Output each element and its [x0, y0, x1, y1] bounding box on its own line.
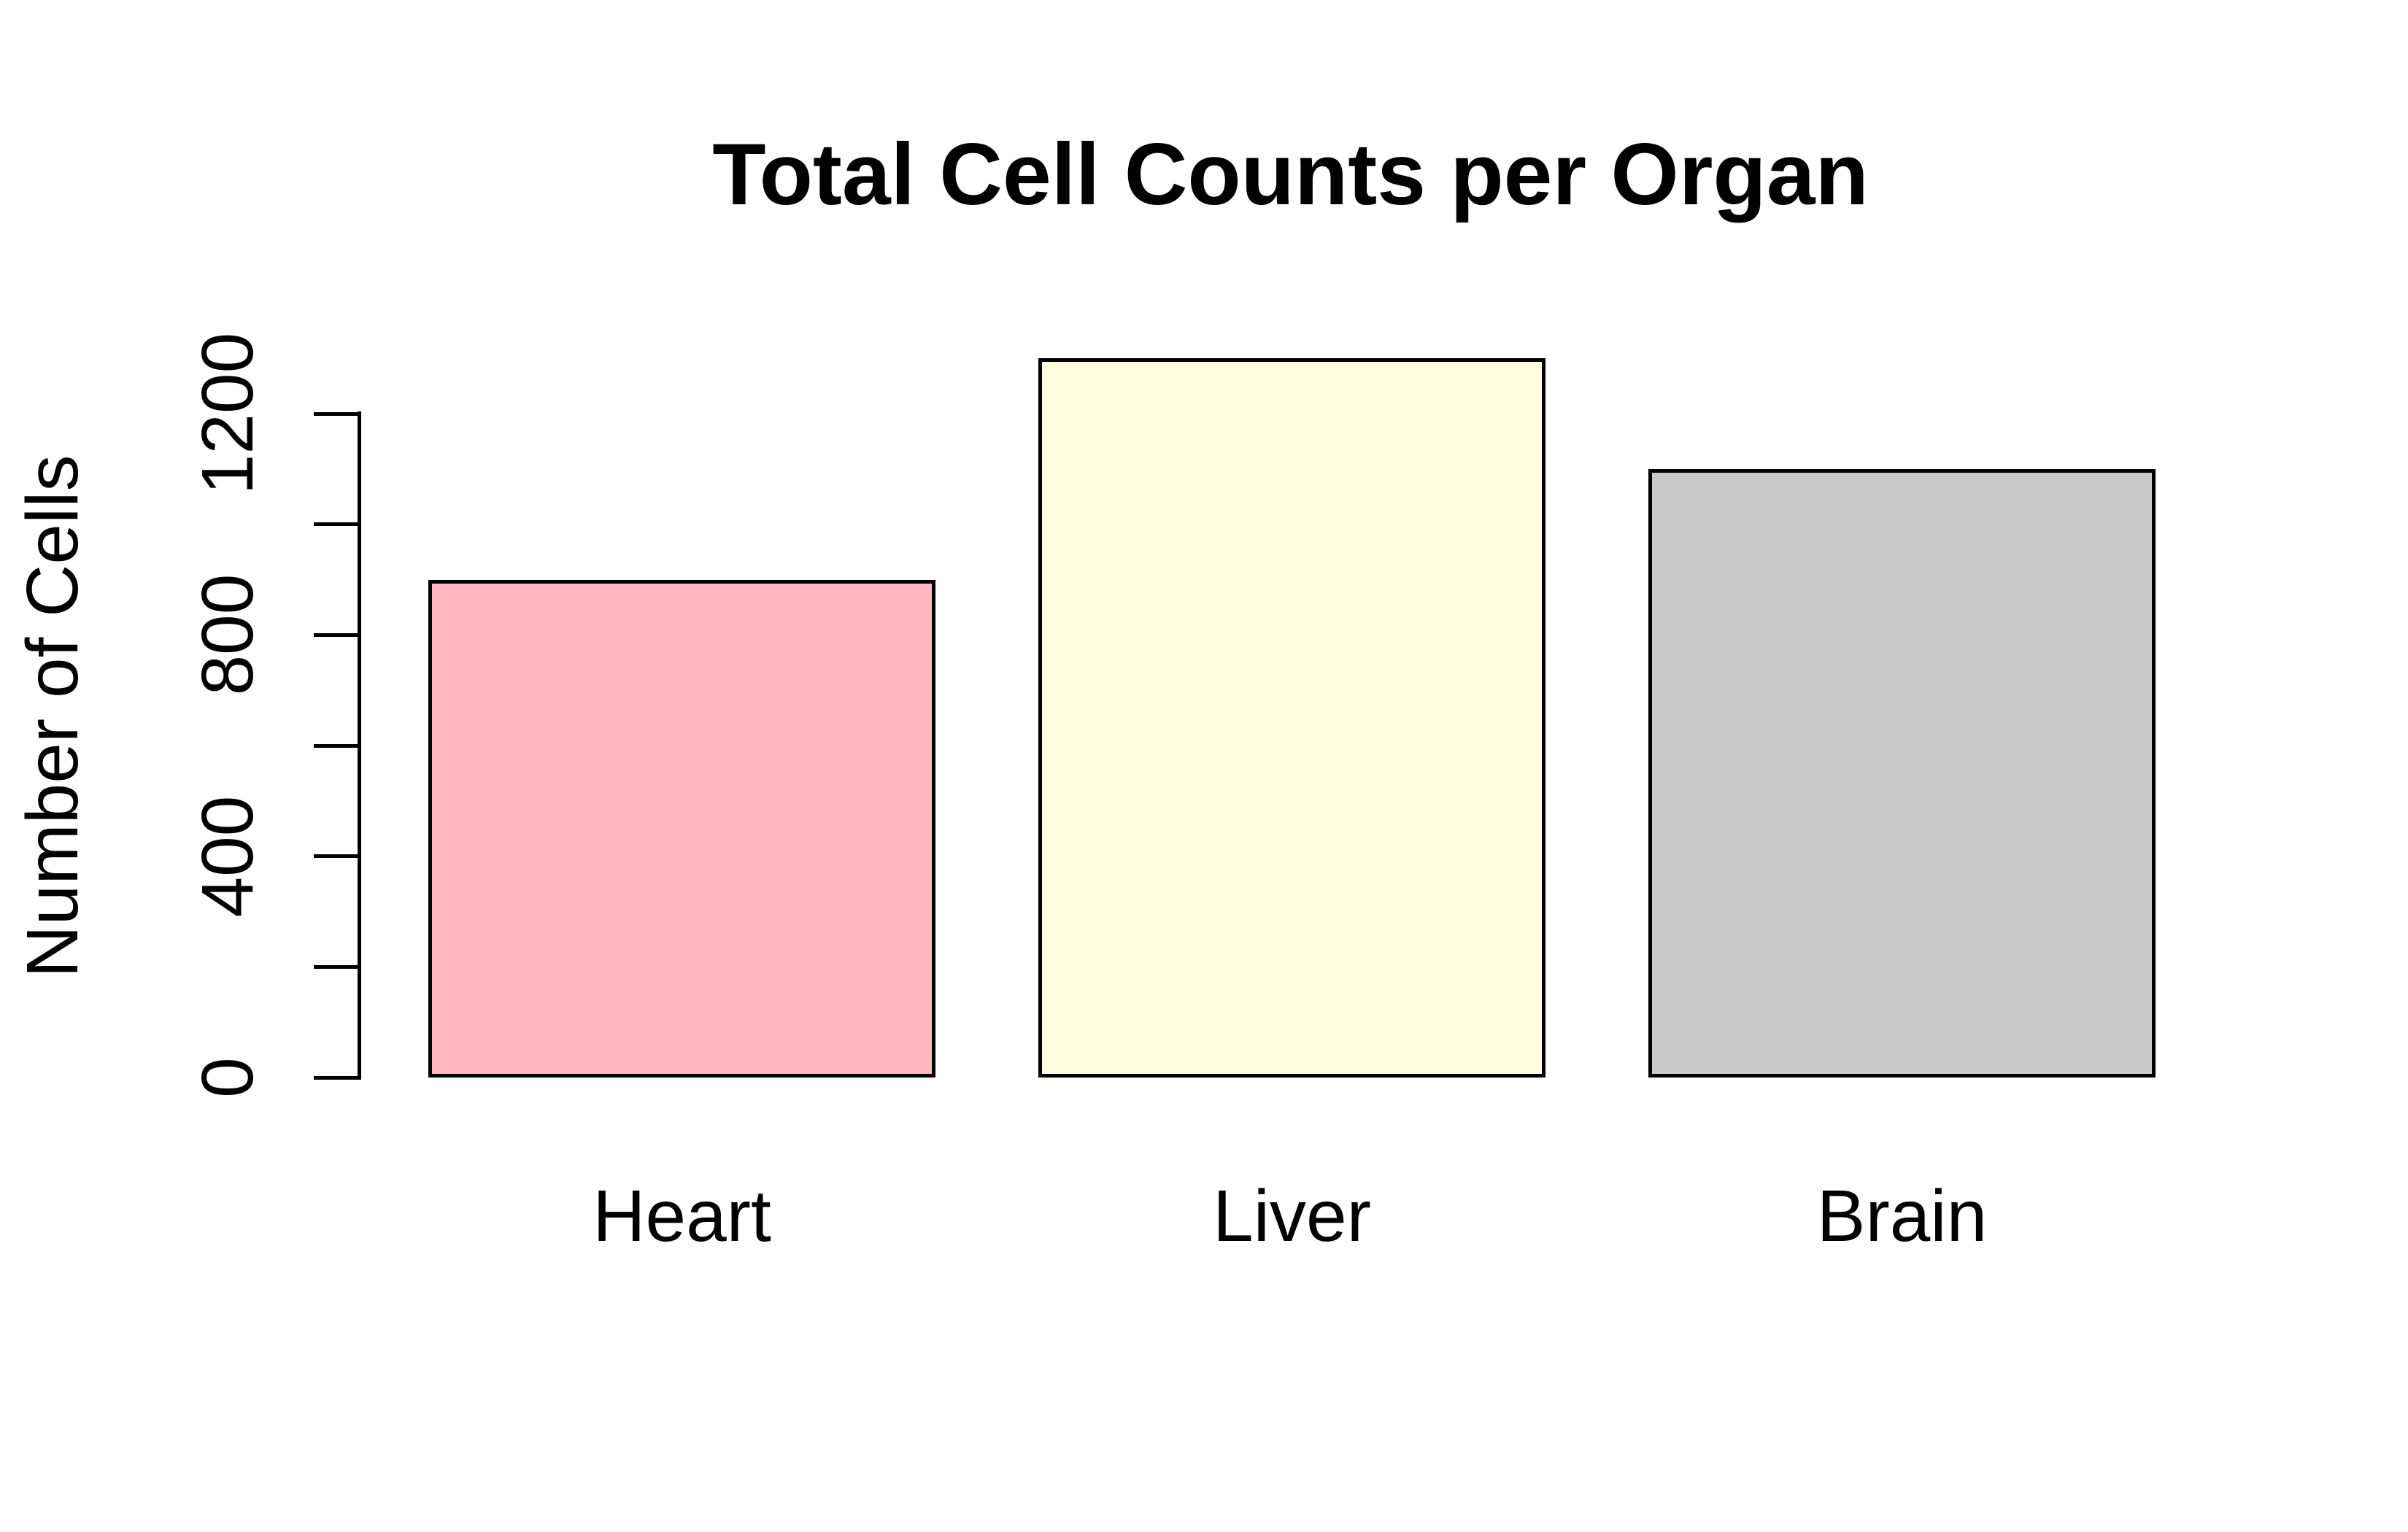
bar-brain: [1648, 468, 2156, 1078]
y-tick-400: [314, 854, 359, 859]
y-tick-label-0: 0: [187, 1057, 269, 1098]
y-tick-label-400: 400: [187, 795, 269, 918]
y-axis-line: [358, 411, 361, 1080]
bar-heart: [428, 579, 935, 1078]
chart-title: Total Cell Counts per Organ: [712, 125, 1869, 223]
x-axis-label-liver: Liver: [1213, 1175, 1371, 1257]
y-tick-0: [314, 1075, 359, 1080]
y-tick-600: [314, 743, 359, 748]
y-tick-1000: [314, 522, 359, 527]
y-tick-label-800: 800: [187, 573, 269, 696]
y-tick-200: [314, 964, 359, 969]
x-axis-label-heart: Heart: [593, 1175, 771, 1257]
x-axis-label-brain: Brain: [1816, 1175, 1988, 1257]
y-axis-title: Number of Cells: [12, 454, 93, 978]
y-tick-1200: [314, 411, 359, 416]
bar-liver: [1038, 358, 1545, 1078]
y-tick-800: [314, 632, 359, 637]
y-tick-label-1200: 1200: [187, 332, 269, 495]
